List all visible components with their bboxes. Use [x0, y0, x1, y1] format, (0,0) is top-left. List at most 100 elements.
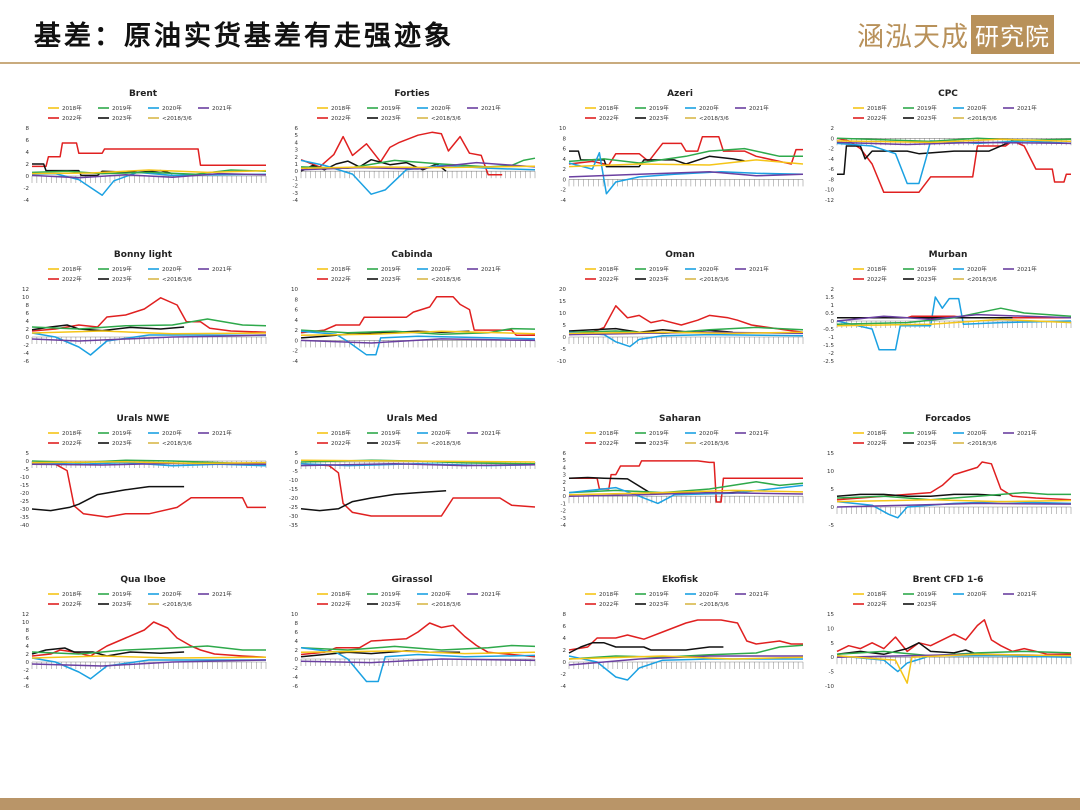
legend-label: 2019年	[917, 265, 937, 273]
series-line-2021-cpc	[836, 141, 1072, 146]
y-tick-label: 4	[295, 639, 299, 645]
y-tick-label: 6	[26, 311, 30, 317]
legend-label: 2021年	[749, 104, 769, 112]
legend-label: 2023年	[649, 114, 669, 122]
y-tick-label: -2	[561, 509, 566, 515]
y-tick-label: 1	[295, 162, 299, 168]
chart-cabinda: Cabinda 2018年 2019年 2020年 2021年 2022年 2023年 <20…	[291, 250, 536, 365]
y-tick-label: 0	[831, 136, 835, 142]
y-tick-label: 5	[831, 641, 835, 647]
series-line-2023-cabinda	[300, 330, 470, 339]
y-tick-label: -4	[561, 523, 567, 529]
legend-label: <2018/3/6	[162, 602, 192, 608]
legend-label: 2019年	[649, 265, 669, 273]
y-tick-label: -5	[293, 469, 299, 475]
legend-label: 2020年	[162, 590, 182, 598]
y-tick-label: 4	[563, 636, 567, 642]
y-tick-label: 8	[26, 628, 30, 634]
legend-label: 2023年	[112, 439, 132, 447]
y-tick-label: -2	[829, 147, 834, 153]
y-tick-label: 2	[295, 648, 299, 654]
y-tick-label: -8	[829, 177, 835, 183]
legend-label: 2021年	[212, 429, 232, 437]
y-tick-label: -1	[829, 335, 834, 341]
legend-label: 2022年	[867, 275, 887, 283]
series-line-2018-brent	[31, 169, 267, 175]
y-tick-label: -10	[825, 684, 834, 690]
legend-label: 2022年	[62, 114, 82, 122]
legend-label: 2019年	[649, 590, 669, 598]
y-tick-label: 8	[295, 621, 299, 627]
y-tick-label: 8	[295, 297, 299, 303]
y-tick-label: 2	[26, 162, 30, 168]
series-line-2020-murban	[836, 296, 1072, 351]
chart-title: Urals NWE	[116, 414, 169, 424]
legend-label: <2018/3/6	[431, 602, 461, 608]
chart-bonny-light: Bonny light 2018年 2019年 2020年 2021年 2022年 2023…	[22, 250, 267, 365]
legend-label: 2023年	[112, 114, 132, 122]
series-line-2018-azeri	[568, 159, 804, 168]
y-tick-label: -2	[561, 672, 566, 678]
y-tick-label: 10	[827, 469, 834, 475]
y-tick-label: -1	[561, 501, 566, 507]
legend-label: <2018/3/6	[431, 277, 461, 283]
series-line-2019-azeri	[568, 147, 803, 164]
y-tick-label: 0	[563, 494, 567, 500]
series-line-2021-forties	[300, 161, 536, 171]
y-tick-label: -4	[561, 198, 567, 204]
y-tick-label: 6	[563, 451, 567, 457]
legend-label: 2018年	[599, 104, 619, 112]
y-tick-label: 4	[295, 318, 299, 324]
y-tick-label: 2	[831, 287, 835, 293]
brand-logo: 涵泓天成 研究院	[857, 14, 1054, 54]
y-tick-label: 5	[831, 487, 835, 493]
y-tick-label: -3	[561, 516, 567, 522]
y-tick-label: -30	[20, 507, 29, 513]
series-line-2020-bonny-light	[31, 332, 267, 356]
legend-label: 2018年	[867, 265, 887, 273]
chart-title: Cabinda	[391, 250, 432, 260]
legend-label: 2018年	[599, 265, 619, 273]
legend-label: <2018/3/6	[699, 441, 729, 447]
y-tick-label: 3	[563, 473, 567, 479]
y-tick-label: -2	[24, 343, 29, 349]
series-line-2023-urals-nwe	[31, 485, 185, 512]
legend-label: 2018年	[331, 429, 351, 437]
legend-label: 2018年	[867, 590, 887, 598]
legend-label: 2018年	[599, 590, 619, 598]
series-line-2021-qua-iboe	[31, 659, 267, 667]
series-line-2020-girassol	[300, 647, 536, 683]
series-line-2018-forties	[300, 165, 536, 170]
y-tick-label: 4	[563, 157, 567, 163]
y-tick-label: -2	[293, 666, 298, 672]
legend-label: 2020年	[967, 104, 987, 112]
series-line-2018-cabinda	[300, 330, 536, 337]
y-tick-label: 5	[295, 133, 299, 139]
y-tick-label: 2	[831, 126, 835, 132]
legend-label: 2019年	[112, 590, 132, 598]
series-line-2020-oman	[568, 331, 804, 348]
legend-label: 2021年	[1017, 104, 1037, 112]
legend-label: <2018/3/6	[967, 441, 997, 447]
series-line-2018-girassol	[300, 650, 536, 655]
series-line-2020-azeri	[568, 151, 804, 195]
y-tick-label: 1.5	[825, 295, 834, 301]
y-tick-label: -4	[293, 675, 299, 681]
y-tick-label: 0.5	[825, 311, 834, 317]
legend-label: 2020年	[967, 265, 987, 273]
legend-label: 2018年	[331, 265, 351, 273]
legend-label: 2020年	[699, 590, 719, 598]
y-tick-label: -6	[24, 359, 30, 365]
legend-label: 2019年	[917, 104, 937, 112]
chart-oman: Oman 2018年 2019年 2020年 2021年 2022年 2023年 <2018/…	[557, 250, 804, 365]
y-tick-label: -40	[20, 523, 29, 529]
y-tick-label: 15	[827, 451, 834, 457]
legend-label: <2018/3/6	[162, 277, 192, 283]
y-tick-label: 6	[563, 624, 567, 630]
y-tick-label: 10	[559, 311, 566, 317]
y-tick-label: 3	[295, 148, 299, 154]
y-tick-label: 2	[295, 328, 299, 334]
page-title: 基差：原油实货基差有走强迹象	[34, 21, 454, 52]
legend-label: 2023年	[917, 275, 937, 283]
